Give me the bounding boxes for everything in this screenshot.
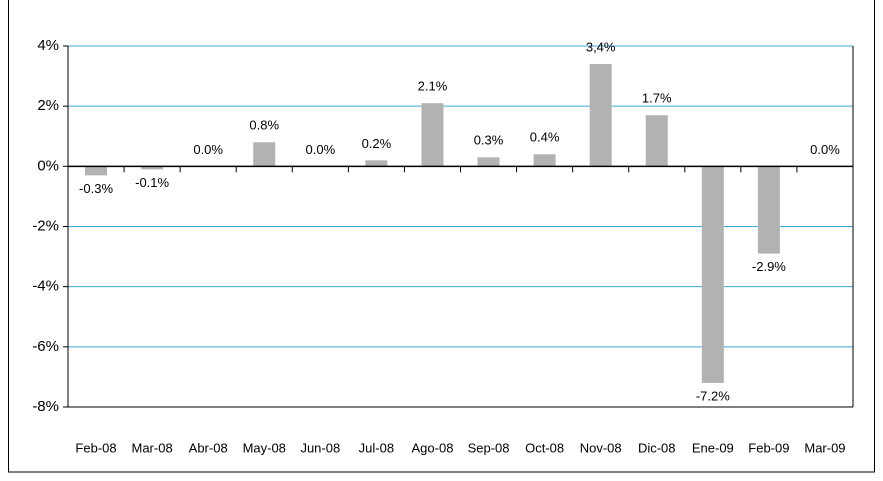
bar (477, 157, 500, 167)
value-label: 0.8% (249, 118, 279, 133)
x-tick-label: Feb-08 (75, 440, 116, 455)
x-tick-label: Feb-09 (748, 440, 789, 455)
value-label: 2.1% (418, 79, 448, 94)
bar (253, 142, 276, 167)
x-tick-label: Sep-08 (468, 440, 510, 455)
x-tick-label: Ago-08 (412, 440, 454, 455)
value-label: 3,4% (586, 39, 616, 54)
bar (365, 160, 388, 167)
value-label: -0.3% (79, 181, 113, 196)
value-label: 1.7% (642, 91, 672, 106)
bar (701, 166, 724, 383)
x-tick-label: Nov-08 (580, 440, 622, 455)
y-tick-label: 4% (37, 37, 59, 54)
y-tick-label: -6% (32, 338, 59, 355)
y-tick-label: -8% (32, 398, 59, 415)
y-tick-label: 0% (37, 157, 59, 174)
chart-frame (8, 0, 875, 473)
x-tick-label: Jun-08 (300, 440, 340, 455)
x-tick-label: May-08 (243, 440, 286, 455)
bar (421, 103, 444, 167)
x-tick-label: Mar-08 (132, 440, 173, 455)
x-tick-label: Ene-09 (692, 440, 734, 455)
bar (533, 154, 556, 167)
x-tick-label: Abr-08 (189, 440, 228, 455)
value-label: 0.0% (306, 142, 336, 157)
value-label: 0.0% (193, 142, 223, 157)
x-tick-label: Mar-09 (804, 440, 845, 455)
bar (757, 166, 780, 254)
value-label: 0.4% (530, 130, 560, 145)
value-label: -7.2% (696, 388, 730, 403)
x-tick-label: Oct-08 (525, 440, 564, 455)
value-label: 0.3% (474, 133, 504, 148)
value-label: 0.2% (362, 136, 392, 151)
bar (589, 64, 612, 167)
value-label: -2.9% (752, 259, 786, 274)
value-label: -0.1% (135, 175, 169, 190)
bar (645, 115, 668, 167)
x-tick-label: Dic-08 (638, 440, 676, 455)
y-tick-label: -2% (32, 217, 59, 234)
x-tick-label: Jul-08 (359, 440, 394, 455)
bar (141, 166, 164, 170)
y-tick-label: -4% (32, 278, 59, 295)
y-tick-label: 2% (37, 97, 59, 114)
bar (85, 166, 108, 176)
value-label: 0.0% (810, 142, 840, 157)
